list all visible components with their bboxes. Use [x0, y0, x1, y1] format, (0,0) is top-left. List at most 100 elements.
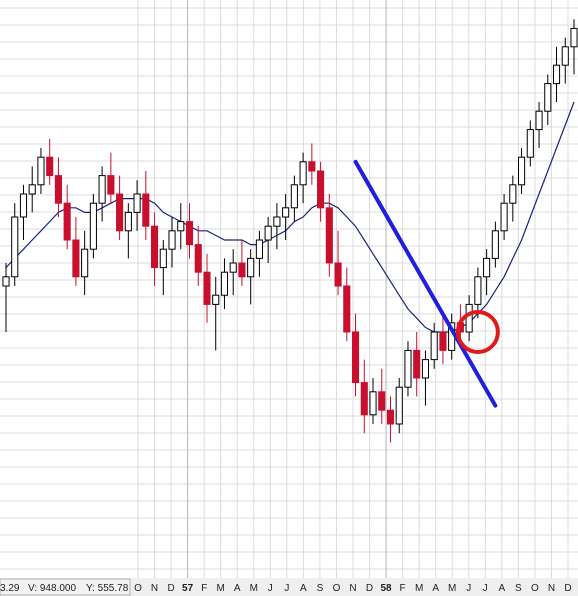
candle: [351, 313, 360, 397]
candle-body-up: [509, 184, 517, 204]
candle: [54, 157, 62, 217]
candle: [360, 359, 368, 434]
candle: [142, 171, 150, 240]
candle: [500, 194, 508, 240]
candle-body-up: [11, 216, 19, 278]
candle: [317, 161, 325, 222]
candle-body-down: [413, 349, 421, 379]
candle-body-down: [378, 391, 386, 411]
candle-body-down: [351, 331, 360, 384]
candle-body-up: [421, 359, 430, 379]
candle: [212, 276, 220, 351]
candle: [150, 212, 159, 286]
candle: [81, 230, 89, 296]
candle-body-up: [19, 193, 28, 218]
candle-body-up: [544, 83, 552, 112]
candle-body-up: [28, 184, 36, 195]
candle: [430, 322, 438, 369]
candle: [89, 194, 97, 259]
candle-body-down: [386, 409, 395, 425]
candle-body-down: [360, 382, 368, 416]
candle: [177, 203, 185, 250]
candle: [46, 138, 54, 185]
trendline: [353, 159, 498, 408]
candle: [308, 143, 316, 185]
candle: [535, 102, 543, 148]
candle-body-down: [63, 202, 71, 241]
candle: [378, 368, 386, 424]
x-tick-label: O: [134, 583, 142, 594]
x-tick-label: O: [333, 583, 341, 594]
candle: [395, 378, 403, 434]
candle-body-up: [430, 331, 438, 361]
x-tick-label: A: [300, 583, 307, 594]
candle-body-up: [395, 386, 403, 425]
candle: [439, 313, 447, 365]
candle-body-up: [404, 349, 412, 388]
candle-body-up: [369, 391, 377, 416]
candle-body-up: [483, 257, 491, 278]
candle: [369, 378, 377, 424]
candle: [570, 19, 578, 75]
candle-body-up: [273, 216, 281, 227]
candle: [194, 226, 202, 286]
candle: [98, 166, 106, 222]
candle: [107, 152, 115, 204]
x-axis-band: [0, 578, 578, 596]
candle: [404, 341, 412, 397]
candle-body-up: [133, 193, 141, 213]
candle: [282, 194, 290, 240]
candle: [343, 267, 351, 342]
candle-body-up: [255, 239, 263, 259]
candle: [290, 175, 298, 222]
candle-body-down: [116, 193, 124, 232]
candle-body-down: [54, 175, 62, 204]
x-tick-label: J: [483, 583, 488, 594]
candle-body-up: [177, 221, 185, 232]
candles-layer: [2, 19, 578, 443]
candle-body-down: [150, 225, 159, 269]
candle: [526, 120, 534, 167]
candle: [518, 148, 526, 194]
x-tick-label: 58: [381, 583, 393, 594]
candle-body-down: [439, 331, 447, 351]
candle-body-up: [518, 156, 526, 186]
candle: [247, 249, 255, 305]
candle: [168, 217, 176, 268]
x-tick-label: A: [499, 583, 506, 594]
x-tick-label: M: [250, 583, 258, 594]
candle-body-down: [325, 207, 333, 264]
candle-body-down: [72, 239, 80, 278]
readout-price: Y: 555.78: [86, 583, 129, 594]
candle: [229, 249, 237, 296]
x-tick-label: D: [564, 583, 571, 594]
candle-body-down: [185, 221, 194, 246]
candle: [72, 217, 80, 286]
candle: [63, 184, 71, 250]
candle: [220, 258, 229, 309]
candle: [238, 240, 246, 286]
x-tick-label: J: [284, 583, 289, 594]
x-tick-label: N: [151, 583, 158, 594]
candle-body-up: [552, 64, 561, 85]
candle-body-up: [2, 276, 10, 287]
candle-body-up: [535, 110, 543, 131]
candle: [561, 37, 569, 84]
candle-body-down: [334, 262, 342, 287]
x-tick-label: M: [217, 583, 225, 594]
candle-body-up: [491, 230, 499, 259]
x-tick-label: J: [268, 583, 273, 594]
candle-body-up: [500, 202, 508, 232]
x-tick-label: S: [515, 583, 522, 594]
candle-body-up: [570, 27, 578, 48]
candle-body-up: [561, 46, 569, 66]
candle: [509, 175, 517, 222]
x-tick-label: A: [234, 583, 241, 594]
candle-body-down: [317, 170, 325, 209]
candle: [264, 217, 272, 263]
candle: [255, 230, 263, 277]
candle: [386, 396, 395, 443]
candle: [299, 152, 307, 204]
candle: [116, 175, 124, 240]
